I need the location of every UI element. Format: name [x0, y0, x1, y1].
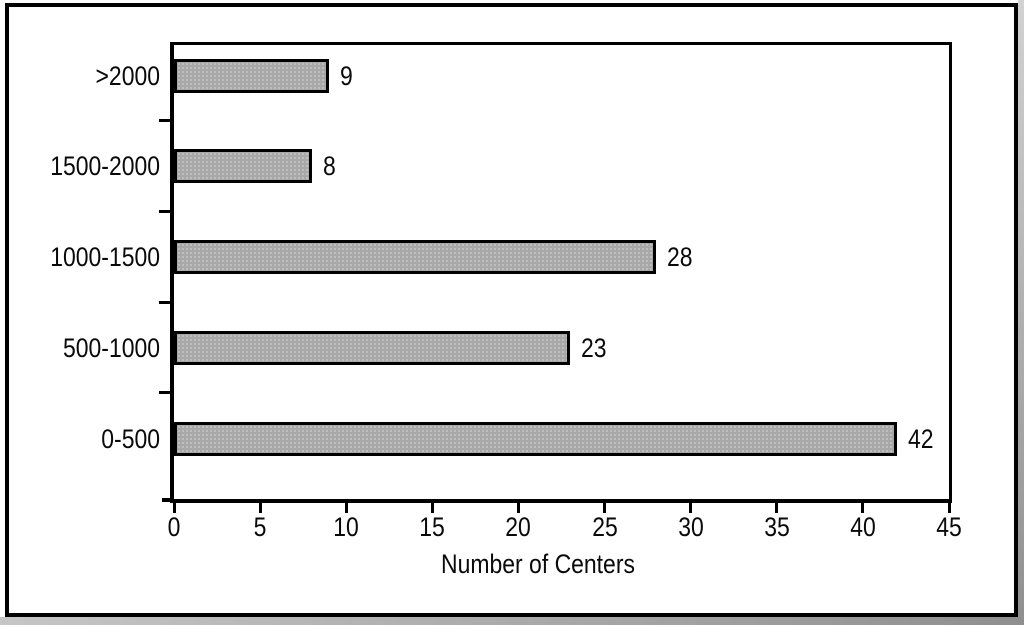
- x-axis-label: Number of Centers: [441, 549, 635, 579]
- y-axis-tick: [159, 210, 172, 213]
- bar: [174, 422, 897, 456]
- x-axis-tick: [431, 503, 434, 513]
- x-tick-label: 30: [678, 512, 704, 542]
- x-tick-label: 5: [253, 512, 267, 542]
- bar: [174, 331, 570, 365]
- x-tick-label: 20: [505, 512, 531, 542]
- x-axis-tick: [603, 503, 606, 513]
- x-axis-tick: [689, 503, 692, 513]
- x-tick-label: 25: [592, 512, 618, 542]
- x-axis-tick: [173, 503, 176, 513]
- x-axis-tick: [259, 503, 262, 513]
- x-tick-label: 40: [850, 512, 876, 542]
- y-category-label: >2000: [95, 61, 160, 91]
- x-tick-label: 35: [764, 512, 790, 542]
- y-category-label: 1000-1500: [50, 242, 160, 272]
- bar: [174, 149, 312, 183]
- x-axis-tick: [345, 503, 348, 513]
- bar: [174, 240, 656, 274]
- bar-value-label: 42: [908, 424, 934, 454]
- y-category-label: 0-500: [101, 424, 160, 454]
- x-axis-tick: [861, 503, 864, 513]
- x-axis-tick: [948, 503, 951, 513]
- y-axis-tick: [159, 391, 172, 394]
- y-category-label: 1500-2000: [50, 151, 160, 181]
- x-tick-label: 45: [936, 512, 962, 542]
- x-axis-overhang: [162, 498, 174, 502]
- x-tick-label: 0: [167, 512, 181, 542]
- page-edge-shadow-bottom: [0, 617, 1024, 625]
- y-axis-tick: [159, 119, 172, 122]
- bar-value-label: 23: [581, 333, 607, 363]
- x-tick-label: 15: [419, 512, 445, 542]
- page-edge-shadow-right: [1018, 0, 1024, 625]
- x-tick-label: 10: [333, 512, 359, 542]
- x-axis-tick: [517, 503, 520, 513]
- bar: [174, 59, 329, 93]
- bar-value-label: 28: [667, 242, 693, 272]
- bar-value-label: 8: [323, 151, 336, 181]
- x-axis-tick: [775, 503, 778, 513]
- y-axis-tick: [159, 301, 172, 304]
- figure-frame: [5, 3, 1018, 617]
- y-category-label: 500-1000: [63, 333, 160, 363]
- bar-value-label: 9: [340, 61, 353, 91]
